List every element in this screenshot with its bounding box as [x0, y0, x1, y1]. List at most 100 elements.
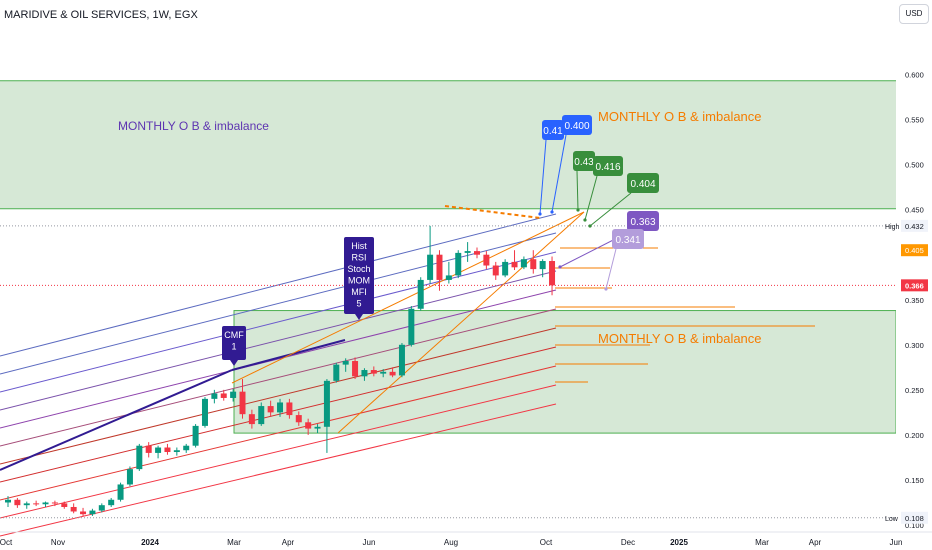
callout-box	[627, 173, 659, 193]
x-tick-label: Jun	[890, 538, 903, 547]
trend-line-main	[0, 369, 233, 471]
candle-body	[277, 402, 284, 413]
candle-body	[333, 364, 340, 381]
indicator-flag-text: 5	[356, 299, 361, 309]
candle-body	[314, 426, 321, 429]
callout-text: 0.416	[595, 162, 620, 173]
x-tick-label: 2025	[670, 538, 688, 547]
high-price-tag: 0.432	[905, 222, 924, 231]
price-axis-bg	[896, 0, 932, 550]
low-price-tag-bg	[901, 511, 928, 524]
candle-body	[483, 254, 490, 266]
callout-leader	[539, 139, 547, 215]
y-tick-label: 0.600	[905, 71, 924, 80]
callout-anchor-dot	[550, 210, 554, 214]
candle-body	[126, 469, 133, 485]
zone-label-upper-right: MONTHLY O B & imbalance	[598, 109, 762, 124]
fan-line	[0, 289, 557, 429]
y-tick-label: 0.100	[905, 521, 924, 530]
x-tick-label: Apr	[282, 538, 295, 547]
x-tick-label: Nov	[51, 538, 65, 547]
candle-body	[192, 425, 199, 446]
callout-leader	[551, 134, 567, 213]
candle-body	[211, 393, 218, 399]
candle-body	[530, 259, 537, 270]
candle-body	[51, 502, 58, 504]
cmf-flag-text: 1	[231, 342, 236, 352]
candle-body	[183, 445, 190, 451]
callout-anchor-dot	[604, 287, 608, 291]
cmf-flag-pointer	[230, 360, 238, 366]
candle-body	[398, 344, 405, 376]
indicator-flag-pointer	[355, 314, 363, 320]
fan-line	[0, 308, 557, 447]
callout-box	[573, 151, 595, 171]
candle-body	[502, 261, 509, 276]
last-price-tag: 0.366	[905, 281, 924, 290]
zone-label-upper: MONTHLY O B & imbalance	[118, 119, 269, 133]
y-tick-label: 0.250	[905, 386, 924, 395]
candle-body	[145, 445, 152, 453]
candle-body	[408, 308, 415, 345]
callout-text: 0.363	[630, 217, 655, 228]
fan-line	[0, 384, 557, 519]
candle-body	[230, 391, 237, 398]
candle-body	[455, 252, 462, 276]
resistance-dashed-line	[444, 205, 541, 219]
cmf-flag-text: CMF	[224, 330, 244, 340]
candle-body	[117, 484, 124, 500]
zone-lower	[233, 310, 897, 434]
candle-body	[136, 445, 143, 470]
callout-text: 0.41	[543, 126, 563, 137]
candle-body	[248, 414, 255, 425]
indicator-flag-text: RSI	[351, 253, 366, 263]
callout-text: 0.43	[574, 157, 594, 168]
y-tick-label: 0.300	[905, 341, 924, 350]
candle-body	[98, 505, 105, 511]
callout-leader	[576, 170, 579, 211]
orange-channel-line	[231, 211, 585, 384]
candle-body	[33, 503, 40, 505]
candle-body	[239, 391, 246, 415]
callout-text: 0.400	[564, 121, 589, 132]
candle-body	[323, 380, 330, 427]
y-tick-label: 0.150	[905, 476, 924, 485]
y-tick-label: 0.200	[905, 431, 924, 440]
currency-button[interactable]: USD	[899, 4, 929, 24]
callout-box	[562, 115, 592, 135]
candle-body	[89, 510, 96, 515]
x-tick-label: Oct	[540, 538, 553, 547]
fan-line	[0, 346, 557, 483]
callout-box	[612, 229, 644, 249]
candle-body	[23, 503, 30, 506]
candle-body	[14, 499, 21, 506]
indicator-flag-box	[344, 237, 374, 314]
candle-body	[70, 506, 77, 512]
candle-body	[417, 279, 424, 309]
y-tick-label: 0.450	[905, 206, 924, 215]
candle-body	[286, 402, 293, 416]
last-price-tag-bg	[901, 279, 928, 292]
x-tick-label: Mar	[755, 538, 769, 547]
candle-body	[5, 499, 11, 503]
candle-body	[42, 502, 49, 505]
candle-body	[295, 415, 302, 423]
candle-body	[173, 450, 180, 453]
candle-body	[436, 254, 443, 280]
x-tick-label: Apr	[809, 538, 822, 547]
low-price-tag: 0.108	[905, 514, 924, 523]
callout-anchor-dot	[538, 212, 542, 216]
callout-anchor-dot	[588, 224, 592, 228]
orange-support-line	[337, 211, 585, 434]
callout-leader	[584, 175, 598, 221]
fan-line	[0, 270, 557, 411]
zone-upper	[0, 80, 896, 209]
x-tick-label: Jun	[363, 538, 376, 547]
candle-body	[267, 406, 274, 413]
fan-line	[0, 232, 557, 375]
indicator-flag-text: Stoch	[347, 264, 370, 274]
y-tick-label: 0.500	[905, 161, 924, 170]
y-tick-label: 0.350	[905, 296, 924, 305]
